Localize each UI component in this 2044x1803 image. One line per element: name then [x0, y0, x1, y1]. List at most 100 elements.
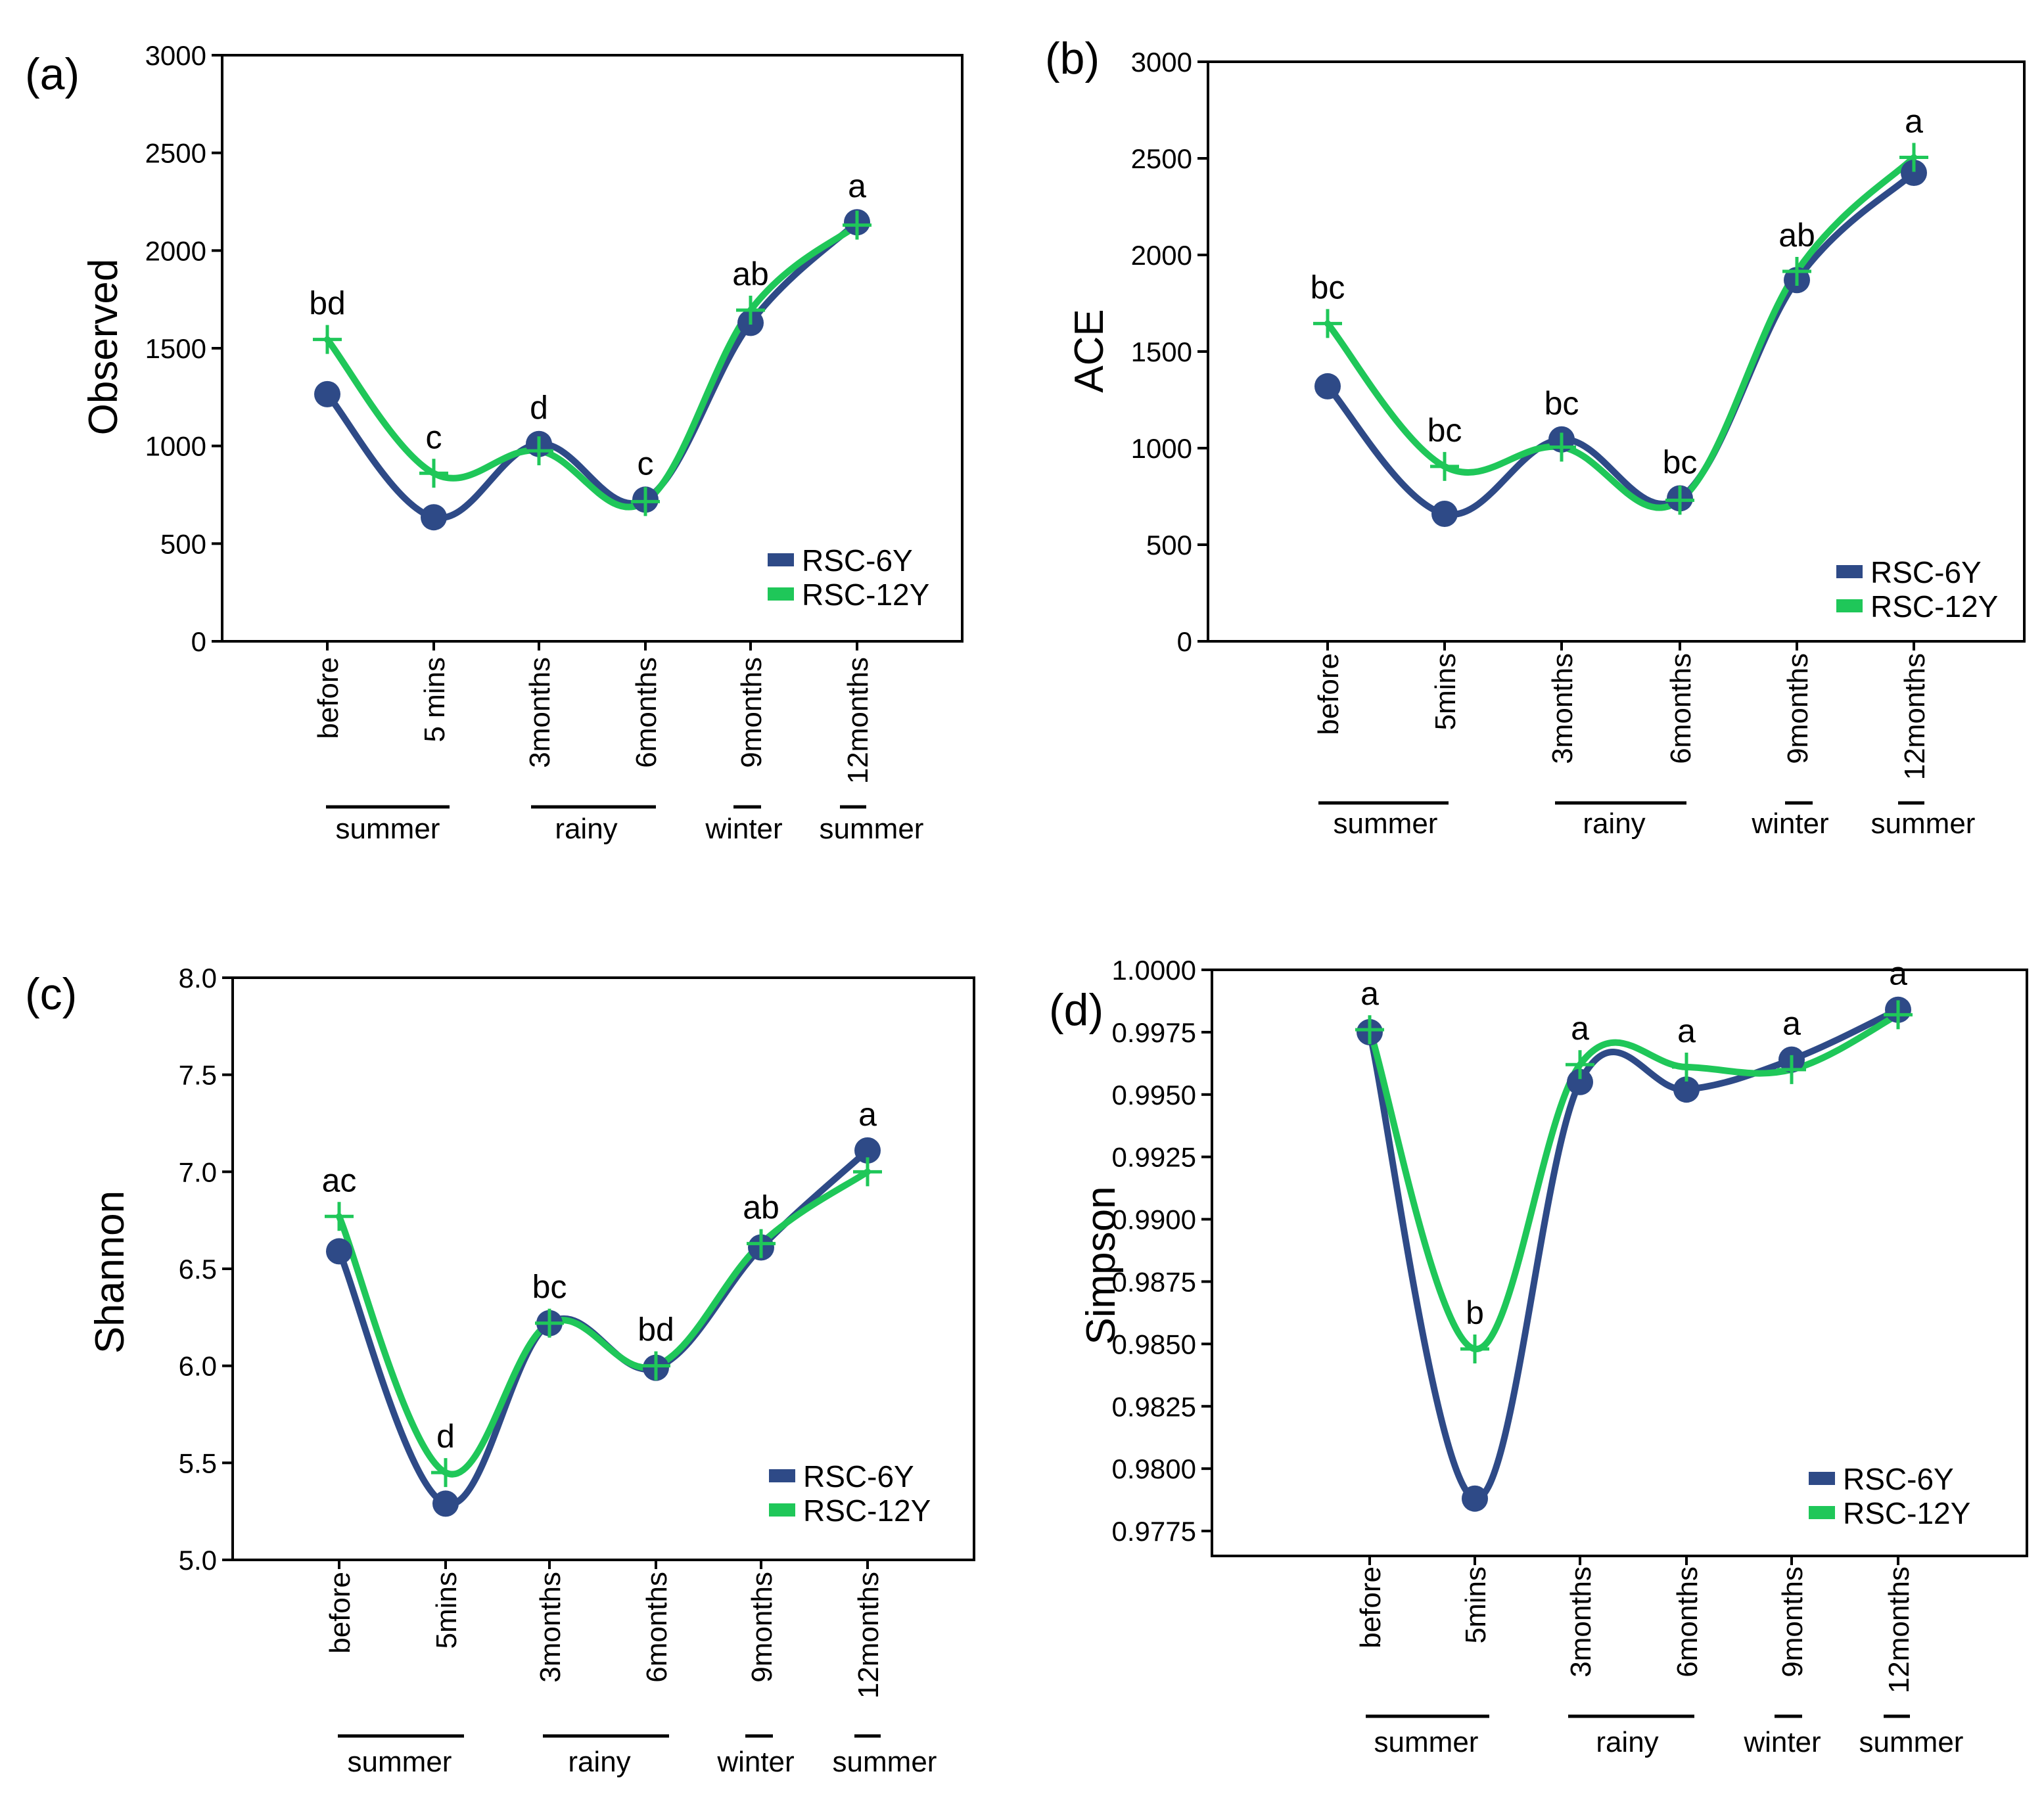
x-category-label: 12months	[842, 657, 874, 784]
y-tick-label: 8.0	[179, 963, 217, 993]
data-point-rsc-12y	[431, 1458, 460, 1488]
x-category-label: 6months	[630, 657, 662, 768]
significance-letter: bd	[309, 285, 346, 322]
significance-letter: ac	[322, 1162, 357, 1198]
data-point-rsc-6y	[1567, 1068, 1593, 1095]
significance-letter: bc	[1428, 412, 1462, 449]
data-point-rsc-6y	[421, 504, 447, 531]
data-point-rsc-12y	[1782, 256, 1811, 286]
y-tick-label: 1500	[1131, 336, 1192, 367]
x-category-label: 3months	[1546, 653, 1579, 764]
panel-label: (d)	[1049, 985, 1103, 1035]
chart-panel-2: (b) ACE 0 500 1000 1500 2000 2500 3000 before 5min…	[1045, 34, 2026, 840]
data-point-rsc-12y	[747, 1229, 776, 1258]
data-point-rsc-12y	[1899, 143, 1928, 172]
significance-letter: a	[1905, 103, 1923, 140]
significance-letter: a	[1782, 1005, 1801, 1042]
y-tick-label: 2500	[145, 138, 206, 169]
x-category-label: 9months	[746, 1572, 778, 1683]
y-tick-label: 0.9850	[1112, 1329, 1196, 1359]
data-point-rsc-6y	[432, 1490, 459, 1517]
legend-swatch	[769, 1469, 795, 1482]
legend-swatch	[1836, 599, 1863, 612]
x-category-label: 12months	[852, 1572, 885, 1699]
y-tick-label: 6.5	[179, 1254, 217, 1285]
legend-swatch	[768, 553, 794, 566]
y-tick-label: 0.9825	[1112, 1391, 1196, 1422]
legend-label: RSC-6Y	[803, 1459, 914, 1494]
season-label: winter	[1751, 808, 1828, 840]
series-line-rsc-6y	[324, 219, 860, 522]
data-point-rsc-12y	[843, 210, 871, 240]
season-label: summer	[1859, 1726, 1964, 1758]
y-tick-label: 0.9800	[1112, 1453, 1196, 1484]
significance-letter: a	[1571, 1010, 1589, 1047]
data-point-rsc-12y	[1777, 1055, 1806, 1084]
y-tick-label: 3000	[1131, 47, 1192, 78]
significance-letter: bc	[1663, 444, 1698, 480]
season-label: summer	[1374, 1726, 1479, 1758]
plot-frame	[1207, 60, 2026, 643]
season-label: winter	[1743, 1726, 1821, 1758]
data-point-rsc-12y	[325, 1202, 354, 1231]
significance-letter: bc	[532, 1269, 567, 1306]
data-point-rsc-12y	[1566, 1050, 1594, 1080]
significance-letter: a	[1360, 975, 1379, 1012]
significance-letter: a	[1677, 1013, 1696, 1049]
x-category-label: 5mins	[1460, 1566, 1492, 1643]
legend-swatch	[1809, 1506, 1835, 1519]
significance-letter: bc	[1545, 385, 1579, 422]
significance-letter: a	[1889, 955, 1907, 992]
data-point-rsc-12y	[1547, 432, 1576, 462]
data-point-rsc-6y	[1462, 1485, 1488, 1512]
season-label: summer	[1334, 808, 1438, 840]
legend-swatch	[1809, 1472, 1835, 1485]
y-tick-label: 2000	[1131, 240, 1192, 271]
legend-label: RSC-6Y	[1843, 1462, 1954, 1496]
data-point-rsc-6y	[1431, 500, 1458, 527]
chart-panel-1: (a) Observed 0 500 1000 1500 2000 2500 3000 befor…	[25, 40, 964, 845]
y-tick-label: 1000	[145, 431, 206, 462]
season-label: summer	[1871, 808, 1976, 840]
significance-letter: d	[530, 390, 548, 426]
data-point-rsc-12y	[313, 325, 342, 354]
x-category-label: 3months	[1565, 1566, 1597, 1677]
x-category-label: before	[324, 1572, 356, 1654]
legend-label: RSC-6Y	[1870, 555, 1982, 589]
x-category-label: 9months	[1782, 653, 1814, 764]
data-point-rsc-12y	[1313, 309, 1342, 338]
series-line-rsc-6y	[1366, 1006, 1901, 1502]
significance-letter: ab	[732, 256, 769, 292]
season-label: rainy	[555, 813, 617, 845]
data-point-rsc-12y	[641, 1351, 670, 1381]
data-point-rsc-6y	[326, 1238, 352, 1265]
season-label: rainy	[1596, 1726, 1658, 1758]
legend-label: RSC-12Y	[1870, 589, 1998, 624]
y-tick-label: 5.0	[179, 1545, 217, 1576]
y-axis-title: Observed	[81, 259, 126, 436]
data-point-rsc-6y	[1901, 160, 1927, 187]
legend-label: RSC-12Y	[803, 1494, 931, 1528]
significance-letter: a	[848, 168, 866, 204]
x-category-label: 5 mins	[419, 657, 451, 742]
panel-label: (a)	[25, 49, 80, 99]
legend-label: RSC-6Y	[802, 543, 913, 578]
data-point-rsc-12y	[736, 296, 765, 325]
y-tick-label: 6.0	[179, 1351, 217, 1382]
y-tick-label: 0	[1177, 626, 1192, 657]
y-tick-label: 7.5	[179, 1060, 217, 1091]
significance-letter: c	[426, 419, 442, 455]
data-point-rsc-6y	[854, 1137, 881, 1164]
legend-label: RSC-12Y	[802, 578, 929, 612]
data-point-rsc-12y	[853, 1157, 882, 1187]
x-category-label: 3months	[524, 657, 556, 768]
y-tick-label: 0.9950	[1112, 1080, 1196, 1110]
x-category-label: before	[1312, 653, 1345, 735]
x-category-label: 6months	[641, 1572, 673, 1683]
data-point-rsc-6y	[314, 380, 340, 407]
series-line-rsc-12y	[1324, 154, 1917, 511]
data-point-rsc-12y	[1460, 1334, 1489, 1363]
y-tick-label: 0.9975	[1112, 1017, 1196, 1048]
